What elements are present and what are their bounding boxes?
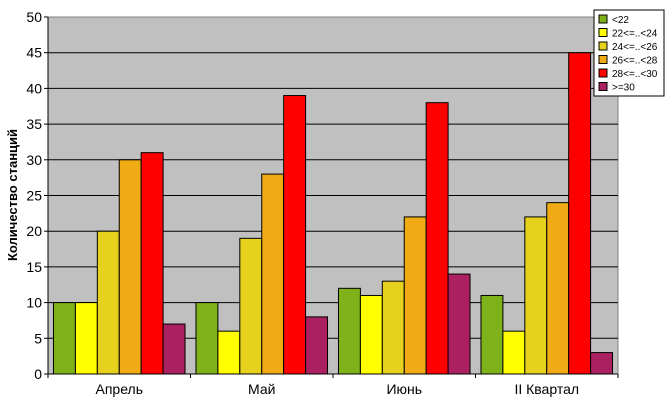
x-tick-label: Апрель (96, 381, 144, 397)
legend-entry: <22 (612, 15, 629, 26)
bar (381, 280, 405, 375)
bar (425, 102, 449, 375)
y-tick-label: 25 (26, 188, 42, 204)
bar (195, 302, 219, 375)
bar (118, 159, 142, 375)
x-tick-label: Май (248, 381, 275, 397)
legend-entry: 26<=..<28 (612, 56, 658, 67)
bar (96, 230, 120, 375)
legend-swatch (598, 55, 608, 64)
bar (546, 202, 570, 375)
y-tick-label: 50 (26, 9, 42, 25)
bar (447, 273, 471, 375)
legend-entry: 22<=..<24 (612, 29, 658, 40)
bar (162, 323, 186, 375)
y-tick-label: 40 (26, 80, 42, 96)
x-tick-label: Июнь (386, 381, 422, 397)
bar (568, 52, 592, 375)
legend: <22 22<=..<24 24<=..<26 26<=..<28 28<=..<30 >… (593, 9, 665, 97)
bar (283, 95, 307, 375)
y-tick-label: 5 (34, 330, 42, 346)
x-tick-labels: Апрель Май Июнь II Квартал (96, 381, 580, 397)
y-tick-label: 15 (26, 259, 42, 275)
legend-box (593, 9, 665, 97)
x-tick-label: II Квартал (514, 381, 579, 397)
bars-group (52, 52, 614, 375)
bar (140, 152, 164, 375)
bar (502, 330, 526, 375)
bar (403, 216, 427, 375)
bar (74, 302, 98, 375)
bar (590, 352, 614, 375)
y-axis-label: Количество станций (5, 129, 20, 261)
y-tick-label: 0 (34, 366, 42, 382)
legend-swatch (598, 14, 608, 24)
bar (359, 294, 383, 375)
y-tick-labels: 0 5 10 15 20 25 30 35 40 45 50 (26, 9, 42, 382)
legend-entry: 28<=..<30 (612, 69, 658, 80)
legend-swatch (598, 28, 608, 37)
bar (480, 294, 504, 375)
y-tick-label: 35 (26, 116, 42, 132)
y-tick-label: 10 (26, 295, 42, 311)
y-tick-label: 30 (26, 152, 42, 168)
legend-entry: >=30 (612, 83, 635, 94)
y-tick-label: 45 (26, 45, 42, 61)
legend-entry: 24<=..<26 (612, 42, 658, 53)
bar (337, 287, 361, 375)
bar (217, 330, 241, 375)
bar (261, 173, 285, 375)
bar (524, 216, 548, 375)
legend-swatch (598, 68, 608, 78)
legend-swatch (598, 82, 608, 91)
legend-swatch (598, 41, 608, 51)
axes (44, 16, 619, 378)
bar (239, 237, 263, 375)
bar (305, 316, 329, 375)
bar (52, 302, 76, 375)
y-tick-label: 20 (26, 223, 42, 239)
